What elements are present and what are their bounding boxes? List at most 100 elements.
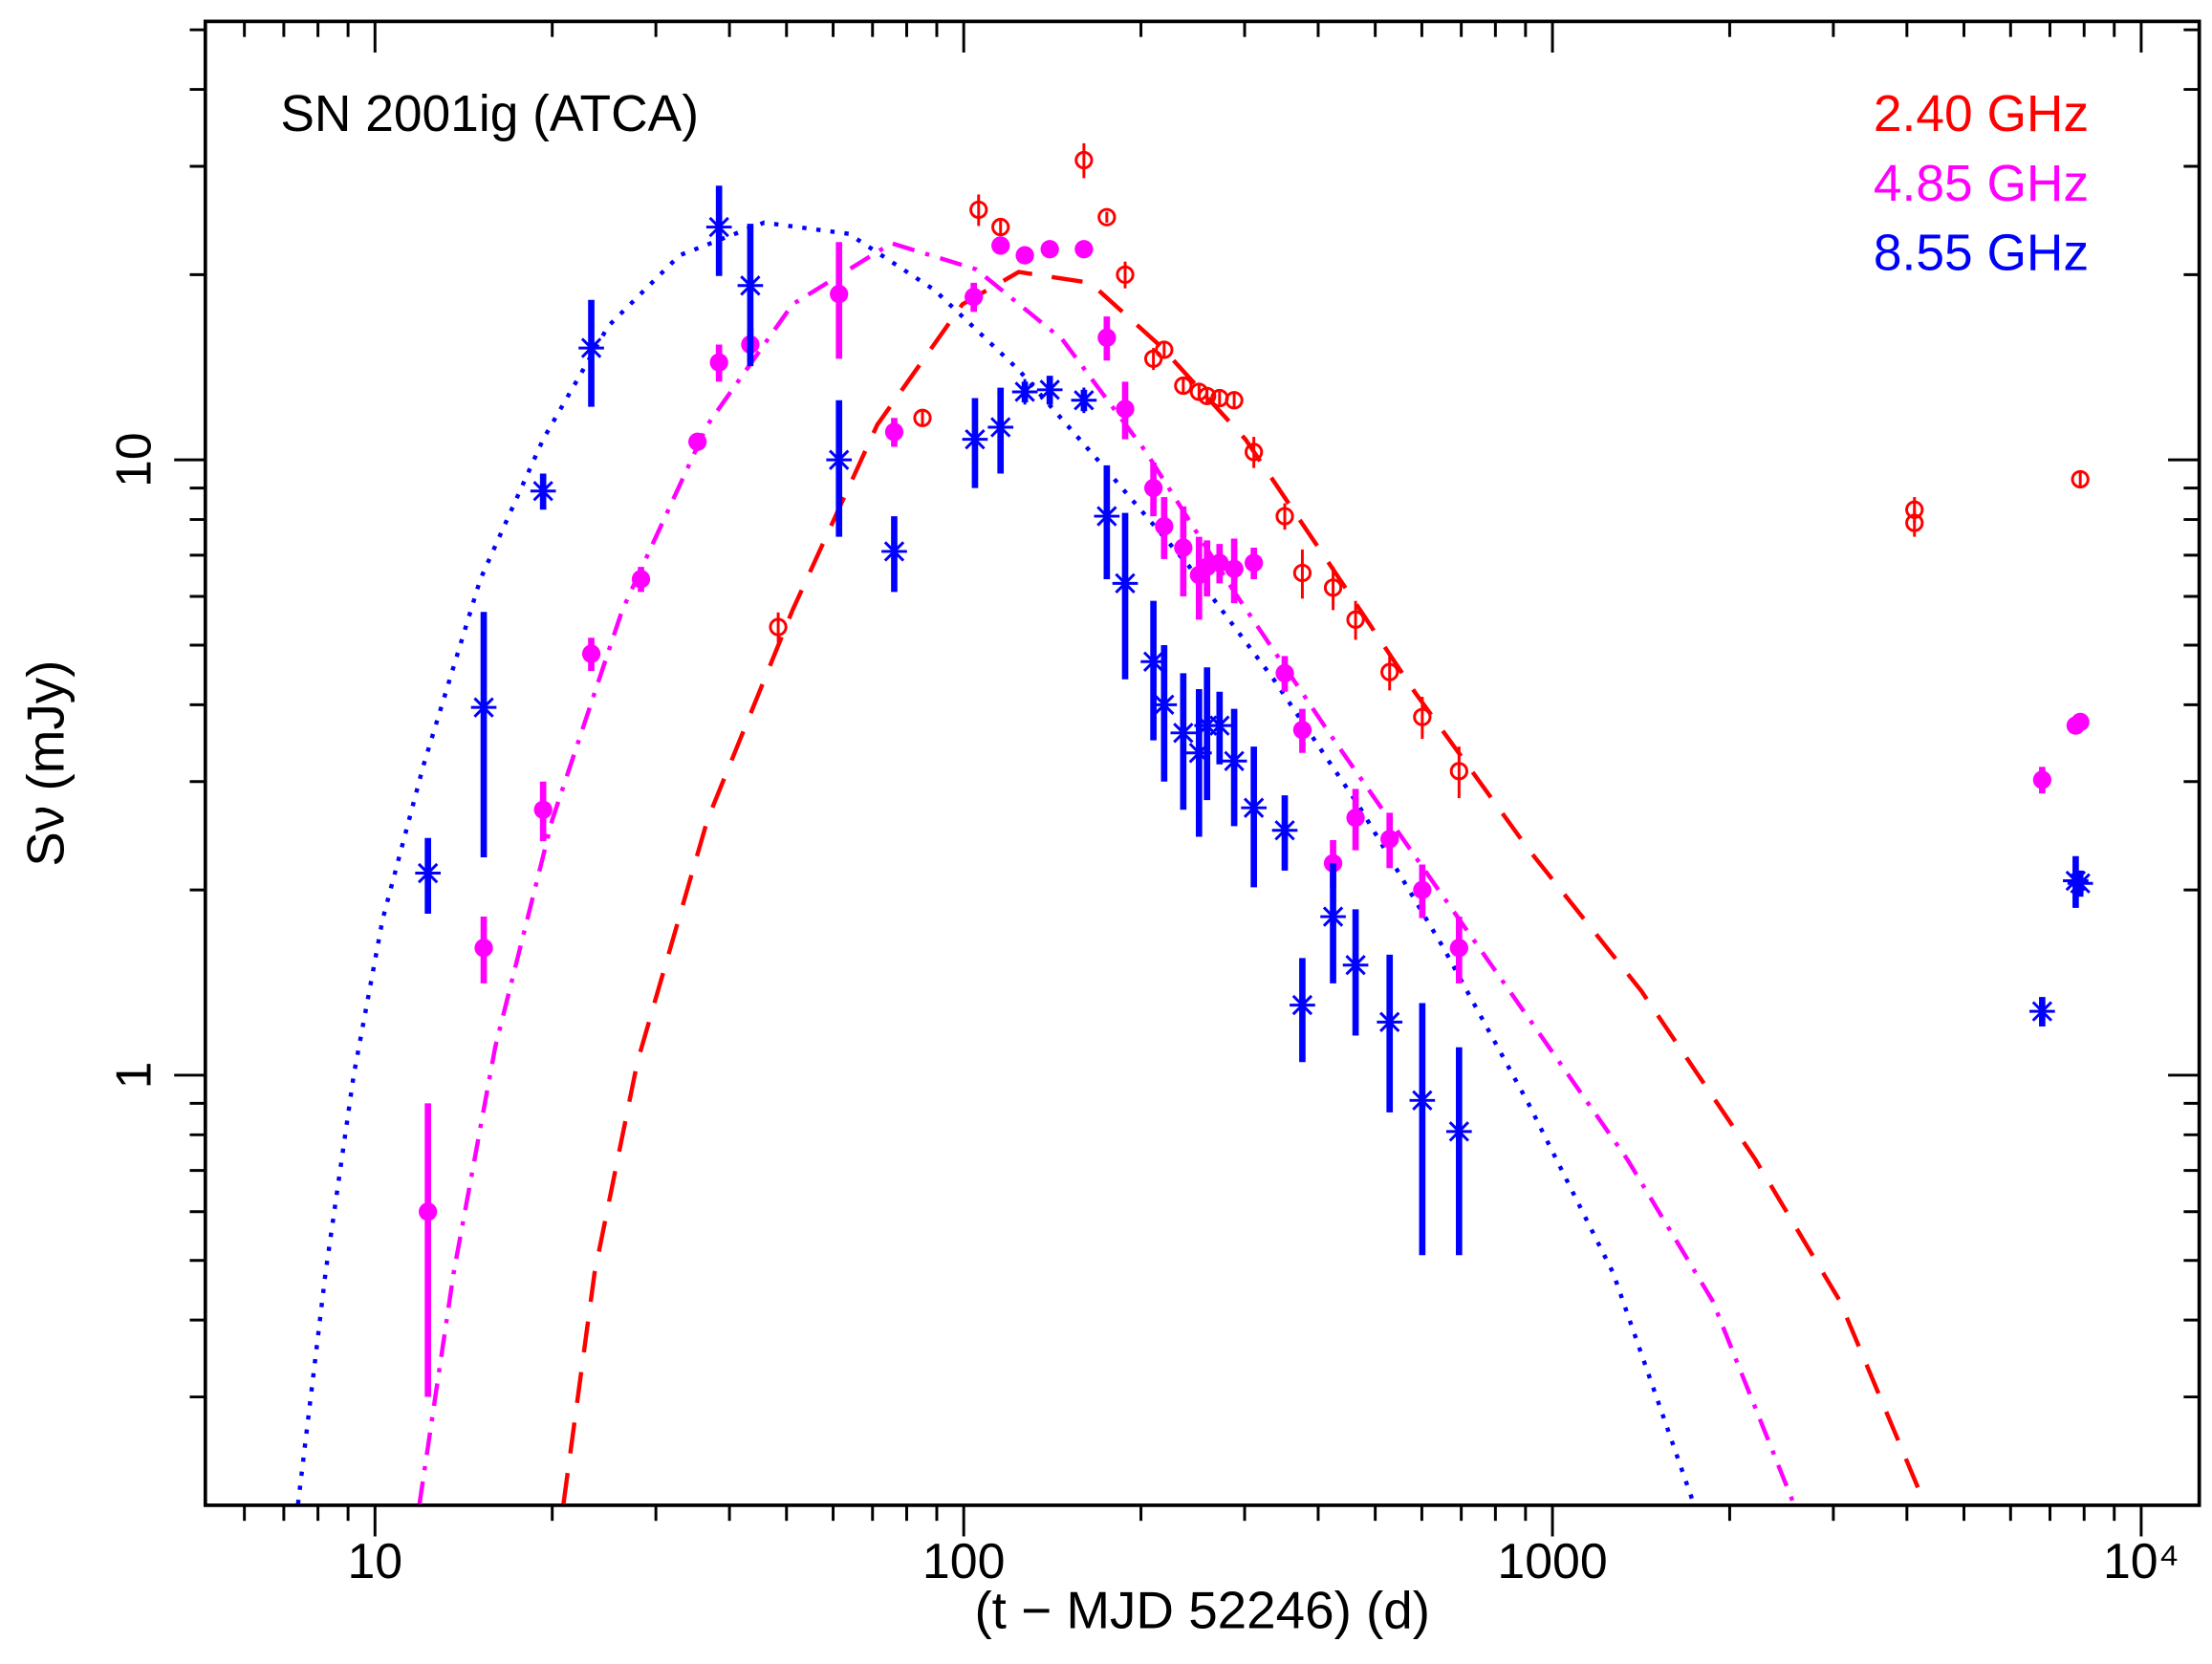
data-point [1210, 553, 1229, 573]
data-point [1151, 692, 1178, 718]
data-point [578, 335, 604, 361]
y-tick-label: 10 [105, 432, 161, 487]
data-point [533, 800, 553, 819]
data-point [1225, 559, 1244, 578]
data-point [709, 353, 728, 372]
data-point [1290, 992, 1315, 1018]
data-point [1071, 387, 1097, 414]
data-point [1346, 610, 1365, 629]
data-point [1011, 378, 1038, 405]
data-point [1116, 400, 1135, 419]
data-point [419, 1202, 438, 1221]
data-point [826, 446, 853, 473]
data-point [1292, 721, 1312, 740]
data-point [631, 570, 651, 589]
data-point [1174, 376, 1193, 396]
data-point [962, 426, 988, 452]
x-tick-label: 10⁴ [2103, 1533, 2179, 1588]
data-point [913, 408, 932, 427]
data-point [1409, 1087, 1436, 1113]
data-point [1221, 747, 1247, 774]
model-curve [417, 241, 1796, 1505]
data-point [705, 214, 732, 240]
data-point [1097, 328, 1117, 347]
legend-entry: 2.40 GHz [1874, 86, 2089, 142]
data-point [2067, 870, 2093, 897]
data-point [969, 200, 988, 220]
data-point [1245, 553, 1264, 573]
data-point [1015, 246, 1034, 265]
data-point [987, 414, 1014, 441]
data-point [737, 272, 764, 299]
data-point [470, 694, 497, 721]
data-point [1097, 207, 1117, 227]
data-point [1905, 513, 1924, 532]
x-tick-label: 10 [347, 1533, 402, 1588]
data-point [688, 432, 707, 451]
data-point [1320, 903, 1346, 930]
data-point [1241, 794, 1267, 821]
data-point [1292, 563, 1312, 583]
data-point [1170, 720, 1197, 746]
data-point [881, 538, 907, 565]
data-point [1040, 240, 1059, 259]
data-point [884, 422, 904, 442]
data-point [965, 288, 984, 307]
data-point [1074, 150, 1094, 170]
data-point [474, 939, 493, 958]
data-point [1094, 503, 1120, 529]
data-point [1449, 762, 1468, 781]
data-point [1275, 663, 1294, 683]
data-point [991, 236, 1010, 255]
plot-frame [203, 19, 2201, 1507]
legend-entry: 4.85 GHz [1874, 156, 2089, 212]
data-point [1225, 391, 1244, 410]
data-point [1346, 809, 1365, 828]
data-point [1271, 817, 1298, 844]
data-point [1074, 240, 1094, 259]
data-point [1112, 571, 1139, 596]
data-point [1155, 340, 1174, 359]
data-point [1155, 517, 1174, 536]
data-point [830, 285, 849, 304]
y-axis-label: Sν (mJy) [15, 660, 75, 867]
model-curve [561, 270, 1927, 1505]
data-point [1275, 507, 1294, 526]
data-point [1380, 830, 1399, 849]
data-point [1206, 712, 1233, 739]
chart-title: SN 2001ig (ATCA) [280, 86, 699, 142]
data-point [2071, 712, 2090, 732]
data-point [1342, 952, 1369, 979]
plot-area [295, 142, 2093, 1505]
data-point [415, 860, 442, 886]
y-tick-label: 1 [105, 1062, 161, 1090]
data-point [2029, 998, 2055, 1025]
data-point [1323, 578, 1343, 597]
x-axis-label: (t − MJD 52246) (d) [974, 1580, 1430, 1639]
data-point [1449, 939, 1468, 958]
data-point [1116, 265, 1135, 284]
data-point [1446, 1118, 1472, 1145]
data-point [1036, 377, 1063, 403]
data-point [1140, 648, 1166, 675]
x-tick-label: 1000 [1497, 1533, 1607, 1588]
x-tick-label: 100 [922, 1533, 1006, 1588]
data-point [991, 217, 1010, 237]
data-point [1185, 740, 1212, 767]
data-point [1380, 662, 1399, 681]
data-point [1413, 707, 1432, 726]
data-point [2071, 469, 2090, 489]
data-point [1198, 386, 1217, 405]
data-point [581, 644, 601, 663]
data-point [1174, 538, 1193, 557]
data-point [1377, 1009, 1403, 1035]
data-point [1413, 880, 1432, 899]
data-point [1143, 349, 1163, 368]
data-point [2032, 770, 2051, 789]
legend-entry: 8.55 GHz [1874, 225, 2089, 281]
data-point [769, 617, 788, 637]
data-point [1245, 443, 1264, 462]
data-point [1143, 478, 1163, 498]
